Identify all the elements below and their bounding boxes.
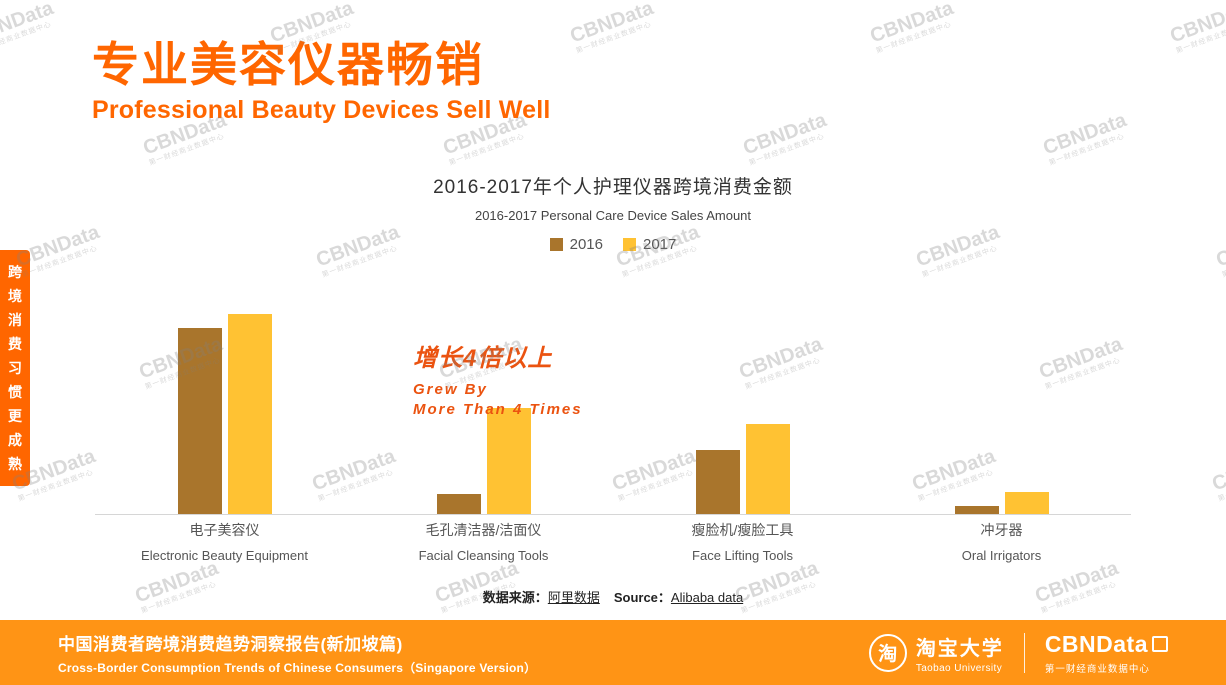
chart-subtitle: 2016-2017 Personal Care Device Sales Amo…	[474, 208, 752, 223]
chart-legend: 2016 2017	[0, 236, 1226, 253]
cbndata-logo-text: CBNData	[1044, 630, 1148, 657]
bar-2016	[695, 450, 740, 514]
watermark: CBNData 第一财经商业数据中心	[0, 0, 57, 55]
taobao-university-logo: 淘 淘宝大学 Taobao University	[868, 632, 1004, 674]
header: 专业美容仪器畅销 Professional Beauty Devices Sel…	[92, 38, 551, 125]
legend-swatch	[623, 238, 636, 251]
side-tab-char: 习	[8, 360, 22, 376]
side-tab-char: 境	[8, 288, 22, 304]
category-label-cn: 瘦脸机/瘦脸工具	[691, 522, 794, 538]
side-tab-char: 成	[8, 432, 22, 448]
bar-group	[613, 304, 872, 514]
watermark: CBNData 第一财经商业数据中心	[567, 0, 657, 55]
category-labels: 电子美容仪 Electronic Beauty Equipment 毛孔清洁器/洁面…	[95, 520, 1131, 563]
cbndata-logo: CBNData 第一财经商业数据中心	[1045, 631, 1168, 675]
side-tab-char: 更	[8, 408, 22, 424]
page-subtitle: Professional Beauty Devices Sell Well	[92, 96, 551, 125]
legend-item-2016: 2016	[549, 236, 603, 253]
chart-title: 2016-2017年个人护理仪器跨境消费金额	[433, 177, 793, 198]
source-link-en[interactable]: Alibaba data	[670, 590, 744, 605]
bar-2016	[436, 494, 481, 514]
watermark: CBNData 第一财经商业数据中心	[1209, 445, 1226, 503]
side-tab-char: 熟	[8, 456, 22, 472]
category-label-cn: 毛孔清洁器/洁面仪	[425, 522, 542, 538]
category-label-en: Face Lifting Tools	[692, 548, 793, 563]
footer-title-cn: 中国消费者跨境消费趋势洞察报告(新加坡篇)	[58, 634, 403, 654]
footer-report-title: 中国消费者跨境消费趋势洞察报告(新加坡篇) Cross-Border Consu…	[58, 630, 536, 676]
watermark: CBNData 第一财经商业数据中心	[740, 109, 830, 167]
legend-label: 2017	[643, 236, 677, 253]
growth-annotation: 增长4倍以上 Grew By More Than 4 Times	[413, 338, 583, 418]
category-label-cn: 电子美容仪	[189, 522, 260, 538]
page-title: 专业美容仪器畅销	[92, 38, 484, 91]
taobao-name-cn: 淘宝大学	[915, 637, 1004, 660]
chart-header: 2016-2017年个人护理仪器跨境消费金额 2016-2017 Persona…	[0, 172, 1226, 223]
taobao-icon: 淘	[868, 633, 907, 672]
source-link-cn[interactable]: 阿里数据	[547, 590, 600, 605]
cbndata-chip-icon	[1152, 636, 1168, 652]
category-label: 冲牙器 Oral Irrigators	[872, 520, 1131, 563]
legend-label: 2016	[569, 236, 603, 253]
annotation-line-en1: Grew By	[413, 381, 488, 398]
footer-title-en: Cross-Border Consumption Trends of Chine…	[58, 660, 537, 675]
bar-2017	[227, 314, 272, 514]
bar-2017	[1004, 492, 1049, 514]
category-label-cn: 冲牙器	[980, 522, 1023, 538]
footer-logos: 淘 淘宝大学 Taobao University CBNData 第一财经商业数…	[868, 631, 1168, 675]
bar-chart: 增长4倍以上 Grew By More Than 4 Times	[95, 304, 1131, 515]
category-label: 瘦脸机/瘦脸工具 Face Lifting Tools	[613, 520, 872, 563]
category-label: 电子美容仪 Electronic Beauty Equipment	[95, 520, 354, 563]
legend-item-2017: 2017	[623, 236, 676, 253]
category-label-en: Electronic Beauty Equipment	[141, 548, 308, 563]
side-tab-char: 费	[8, 336, 22, 352]
legend-swatch	[549, 238, 563, 251]
category-label: 毛孔清洁器/洁面仪 Facial Cleansing Tools	[354, 520, 613, 563]
source-label-cn: 数据来源：	[482, 590, 548, 605]
bar-groups	[95, 304, 1131, 514]
footer: 中国消费者跨境消费趋势洞察报告(新加坡篇) Cross-Border Consu…	[0, 620, 1226, 685]
side-tab-char: 消	[8, 312, 22, 328]
category-label-en: Facial Cleansing Tools	[418, 548, 549, 563]
footer-divider	[1023, 632, 1025, 673]
watermark: CBNData 第一财经商业数据中心	[1040, 109, 1130, 167]
bar-group	[95, 304, 354, 514]
source-label-en: Source：	[613, 590, 671, 605]
annotation-line-cn: 增长4倍以上	[413, 345, 553, 372]
bar-2016	[177, 328, 222, 514]
bar-2017	[486, 408, 531, 514]
bar-2017	[745, 424, 790, 514]
annotation-line-en2: More Than 4 Times	[413, 401, 583, 418]
watermark: CBNData 第一财经商业数据中心	[1167, 0, 1226, 55]
bar-group	[872, 304, 1131, 514]
watermark: CBNData 第一财经商业数据中心	[867, 0, 957, 55]
side-tab-char: 跨	[8, 264, 22, 280]
data-source: 数据来源：阿里数据 Source：Alibaba data	[0, 587, 1226, 606]
category-label-en: Oral Irrigators	[961, 548, 1042, 563]
side-tab: 跨境消费习惯更成熟	[0, 250, 30, 486]
bar-2016	[954, 506, 999, 514]
cbndata-subtitle: 第一财经商业数据中心	[1044, 663, 1150, 675]
side-tab-char: 惯	[8, 384, 22, 400]
taobao-name-en: Taobao University	[915, 662, 1003, 674]
bar-group	[354, 304, 613, 514]
